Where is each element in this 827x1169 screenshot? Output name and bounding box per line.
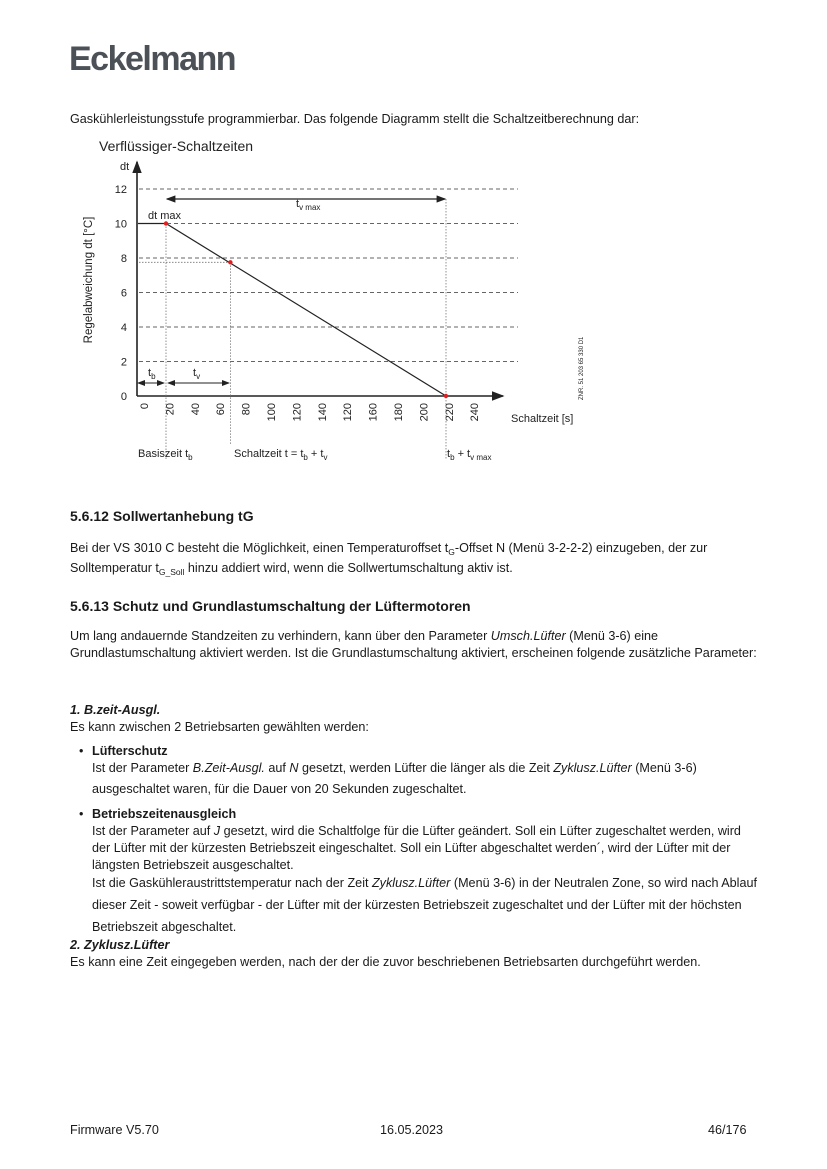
x-tick-label: 160 <box>368 403 380 421</box>
x-tick-label: 120 <box>291 403 303 421</box>
x-tick-label: 180 <box>393 403 405 421</box>
item2-title: 2. Zyklusz.Lüfter <box>70 938 170 952</box>
text-segment: N <box>289 761 299 775</box>
x-tick-label: 240 <box>469 403 481 421</box>
x-tick-label: 120 <box>342 403 354 421</box>
footer-page-number: 46/176 <box>708 1123 747 1137</box>
text-segment: (Menü 3-6) eine Grundlastumschaltung akt… <box>70 629 757 660</box>
schaltzeit-label: Schaltzeit t = tb + tv <box>234 448 327 462</box>
y-tick-label: 12 <box>115 184 127 196</box>
y-tick-label: 0 <box>121 391 127 403</box>
marked-point <box>443 393 449 399</box>
item2-text: Es kann eine Zeit eingegeben werden, nac… <box>70 955 701 969</box>
bullet2-title: Betriebszeitenausgleich <box>92 807 237 821</box>
x-tick-label: 220 <box>444 403 456 421</box>
text-segment: hinzu addiert wird, wenn die Sollwertums… <box>184 561 513 575</box>
y-tick-label: 4 <box>121 322 127 334</box>
x-tick-label: 60 <box>215 403 227 415</box>
series-line <box>138 222 447 397</box>
text-segment: (Menü 3-6) in der Neutralen Zone, so wir… <box>92 876 757 934</box>
dt-max-label: dt max <box>148 210 182 222</box>
text-segment: Umsch.Lüfter <box>490 629 566 643</box>
bullet2-text-a: Ist der Parameter auf J gesetzt, wird di… <box>92 823 760 874</box>
text-segment: -Offset N (Menü 3-2-2-2) einzugeben, der… <box>70 541 708 575</box>
text-segment: Ist der Parameter auf <box>92 824 214 838</box>
y-tick-label: 10 <box>115 219 127 231</box>
section-5-6-12-text: Bei der VS 3010 C besteht die Möglichkei… <box>70 538 760 578</box>
y-tick-label: 2 <box>121 357 127 369</box>
text-segment: Zyklusz.Lüfter <box>553 761 632 775</box>
bullet-lufterschutz: • Lüfterschutz Ist der Parameter B.Zeit-… <box>79 743 760 800</box>
text-segment: G <box>448 547 455 557</box>
tb-label: tb <box>148 367 156 381</box>
section-5-6-13-heading: 5.6.13 Schutz und Grundlastumschaltung d… <box>70 598 471 614</box>
footer-date: 16.05.2023 <box>380 1123 444 1137</box>
x-tick-label: 0 <box>139 403 151 409</box>
text-segment: Bei der VS 3010 C besteht die Möglichkei… <box>70 541 449 555</box>
text-segment: G_Soll <box>158 567 185 577</box>
tv-max-label: tv max <box>296 198 320 212</box>
intro-text: Gaskühlerleistungsstufe programmierbar. … <box>70 112 640 126</box>
text-segment: J <box>213 824 221 838</box>
text-segment: gesetzt, werden Lüfter die länger als di… <box>298 761 554 775</box>
bullet-icon: • <box>79 744 84 758</box>
text-segment: Ist die Gaskühleraustrittstemperatur nac… <box>92 876 372 890</box>
x-tick-label: 100 <box>266 403 278 421</box>
x-tick-label: 40 <box>190 403 202 415</box>
bullet-betriebszeitenausgleich: • Betriebszeitenausgleich Ist der Parame… <box>79 806 760 938</box>
eckelmann-logo: Eckelmann <box>69 40 237 78</box>
section-5-6-13-text: Um lang andauernde Standzeiten zu verhin… <box>70 628 760 662</box>
text-segment: B.Zeit-Ausgl. <box>192 761 265 775</box>
tv-label: tv <box>193 367 200 381</box>
x-tick-label: 140 <box>317 403 329 421</box>
bullet2-text-b: Ist die Gaskühleraustrittstemperatur nac… <box>92 872 760 938</box>
y-tick-label: 8 <box>121 253 127 265</box>
x-tick-label: 200 <box>418 403 430 421</box>
text-segment: (Menü 3-6) ausgeschaltet waren, für die … <box>92 761 697 796</box>
footer-firmware: Firmware V5.70 <box>70 1123 159 1137</box>
text-segment: Ist der Parameter <box>92 761 193 775</box>
basiszeit-label: Basiszeit tb <box>138 448 193 462</box>
znr-code: ZNR. 51 203 65 330 D1 <box>579 336 585 400</box>
text-segment: auf <box>264 761 290 775</box>
marked-point <box>163 221 169 226</box>
bullet1-text: Ist der Parameter B.Zeit-Ausgl. auf N ge… <box>92 758 760 800</box>
tb-plus-tvmax-label: tb + tv max <box>447 448 491 462</box>
y-axis-label: Regelabweichung dt [°C] <box>83 217 95 344</box>
switching-time-chart: Verflüssiger-Schaltzeiten dt Regelabweic… <box>83 138 585 462</box>
y-tick-label: 6 <box>121 288 127 300</box>
chart-title: Verflüssiger-Schaltzeiten <box>99 138 253 154</box>
text-segment: Um lang andauernde Standzeiten zu verhin… <box>70 629 491 643</box>
item1-text: Es kann zwischen 2 Betriebsarten gewählt… <box>70 720 369 734</box>
section-5-6-12-heading: 5.6.12 Sollwertanhebung tG <box>70 508 254 524</box>
item1-title: 1. B.zeit-Ausgl. <box>70 703 161 717</box>
text-segment: Zyklusz.Lüfter <box>371 876 451 890</box>
bullet-icon: • <box>79 807 84 821</box>
y-axis-name: dt <box>120 161 129 173</box>
x-tick-label: 20 <box>164 403 176 415</box>
marked-point <box>228 260 233 265</box>
x-tick-label: 80 <box>241 403 253 415</box>
bullet1-title: Lüfterschutz <box>92 744 168 758</box>
x-axis-label: Schaltzeit [s] <box>511 413 573 425</box>
text-segment: gesetzt, wird die Schaltfolge für die Lü… <box>92 824 741 872</box>
